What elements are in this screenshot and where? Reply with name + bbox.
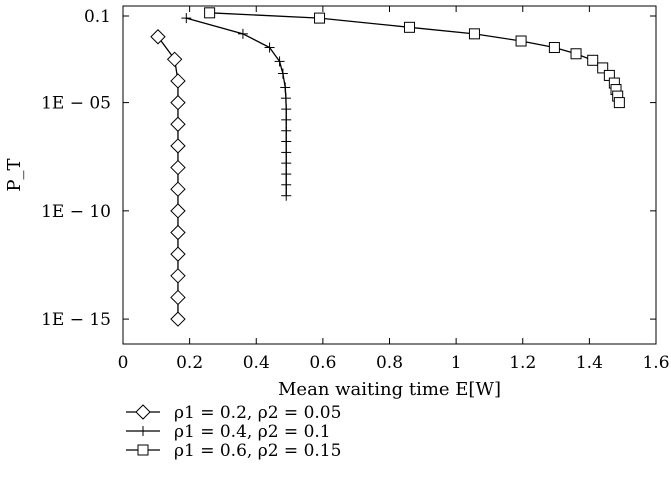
legend-label: ρ1 = 0.2, ρ2 = 0.05 xyxy=(174,403,341,423)
series-plus xyxy=(181,13,292,201)
data-point-diamond xyxy=(170,311,186,327)
data-point-square xyxy=(570,48,582,60)
x-tick-label: 0.6 xyxy=(309,353,336,373)
data-point-plus xyxy=(280,82,291,93)
data-point-square xyxy=(597,62,609,74)
data-point-diamond xyxy=(170,116,186,132)
data-point-plus xyxy=(281,169,292,180)
data-point-plus xyxy=(138,426,148,436)
data-point-diamond xyxy=(170,268,186,284)
data-point-plus xyxy=(237,28,248,39)
data-point-square xyxy=(548,42,560,54)
y-tick-label: 1E − 10 xyxy=(41,202,111,222)
x-tick-label: 0 xyxy=(118,353,129,373)
legend-label: ρ1 = 0.4, ρ2 = 0.1 xyxy=(174,422,331,442)
series-square xyxy=(204,7,625,109)
x-tick-label: 1.2 xyxy=(509,353,536,373)
x-tick-label: 0.4 xyxy=(243,353,270,373)
data-point-square xyxy=(613,97,625,109)
series-diamond xyxy=(150,29,186,327)
data-point-square xyxy=(137,444,149,456)
data-point-plus xyxy=(281,136,292,147)
legend-item: ρ1 = 0.6, ρ2 = 0.15 xyxy=(126,441,341,461)
data-point-diamond xyxy=(170,73,186,89)
data-point-square xyxy=(587,54,599,66)
series-line xyxy=(186,17,287,196)
data-point-square xyxy=(515,35,527,47)
data-point-diamond xyxy=(170,246,186,262)
data-point-plus xyxy=(281,179,292,190)
data-point-plus xyxy=(281,125,292,136)
data-point-diamond xyxy=(166,51,183,68)
data-point-diamond xyxy=(170,289,186,306)
data-point-square xyxy=(468,28,480,40)
plot-area xyxy=(150,7,625,327)
y-axis-title: P_T xyxy=(4,158,25,191)
data-point-plus xyxy=(281,190,292,201)
data-point-plus xyxy=(281,158,292,169)
data-point-plus xyxy=(181,13,192,24)
x-axis-title: Mean waiting time E[W] xyxy=(278,379,501,400)
axes: 0 0.2 0.4 0.6 0.8 1 1.2 1.4 1.6 0.1 1E − 05 1E − 10… xyxy=(4,5,670,400)
legend-item: ρ1 = 0.2, ρ2 = 0.05 xyxy=(126,403,341,423)
legend-item: ρ1 = 0.4, ρ2 = 0.1 xyxy=(126,422,331,442)
data-point-plus xyxy=(281,147,292,158)
data-point-diamond xyxy=(170,159,186,176)
data-point-square xyxy=(403,21,415,33)
x-tick-label: 1.6 xyxy=(642,353,669,373)
data-point-diamond xyxy=(135,404,151,420)
x-tick-label: 1 xyxy=(451,353,462,373)
data-point-plus xyxy=(280,93,291,104)
x-tick-label: 0.8 xyxy=(376,353,403,373)
y-tick-label: 1E − 15 xyxy=(41,310,111,330)
y-tick-label: 1E − 05 xyxy=(41,94,111,114)
data-point-diamond xyxy=(170,224,186,241)
data-point-plus xyxy=(281,114,292,125)
data-point-square xyxy=(314,12,326,24)
y-tick-label: 0.1 xyxy=(84,7,111,27)
data-point-diamond xyxy=(170,94,186,111)
legend-label: ρ1 = 0.6, ρ2 = 0.15 xyxy=(174,441,341,461)
x-tick-label: 0.2 xyxy=(176,353,203,373)
data-point-plus xyxy=(281,104,292,115)
data-point-plus xyxy=(274,56,285,67)
data-point-plus xyxy=(277,68,288,79)
x-tick-label: 1.4 xyxy=(576,353,603,373)
data-point-diamond xyxy=(150,29,166,45)
data-point-square xyxy=(204,7,216,19)
data-point-diamond xyxy=(170,203,186,219)
data-point-plus xyxy=(264,42,275,53)
data-point-diamond xyxy=(170,181,186,197)
data-point-diamond xyxy=(170,138,186,154)
